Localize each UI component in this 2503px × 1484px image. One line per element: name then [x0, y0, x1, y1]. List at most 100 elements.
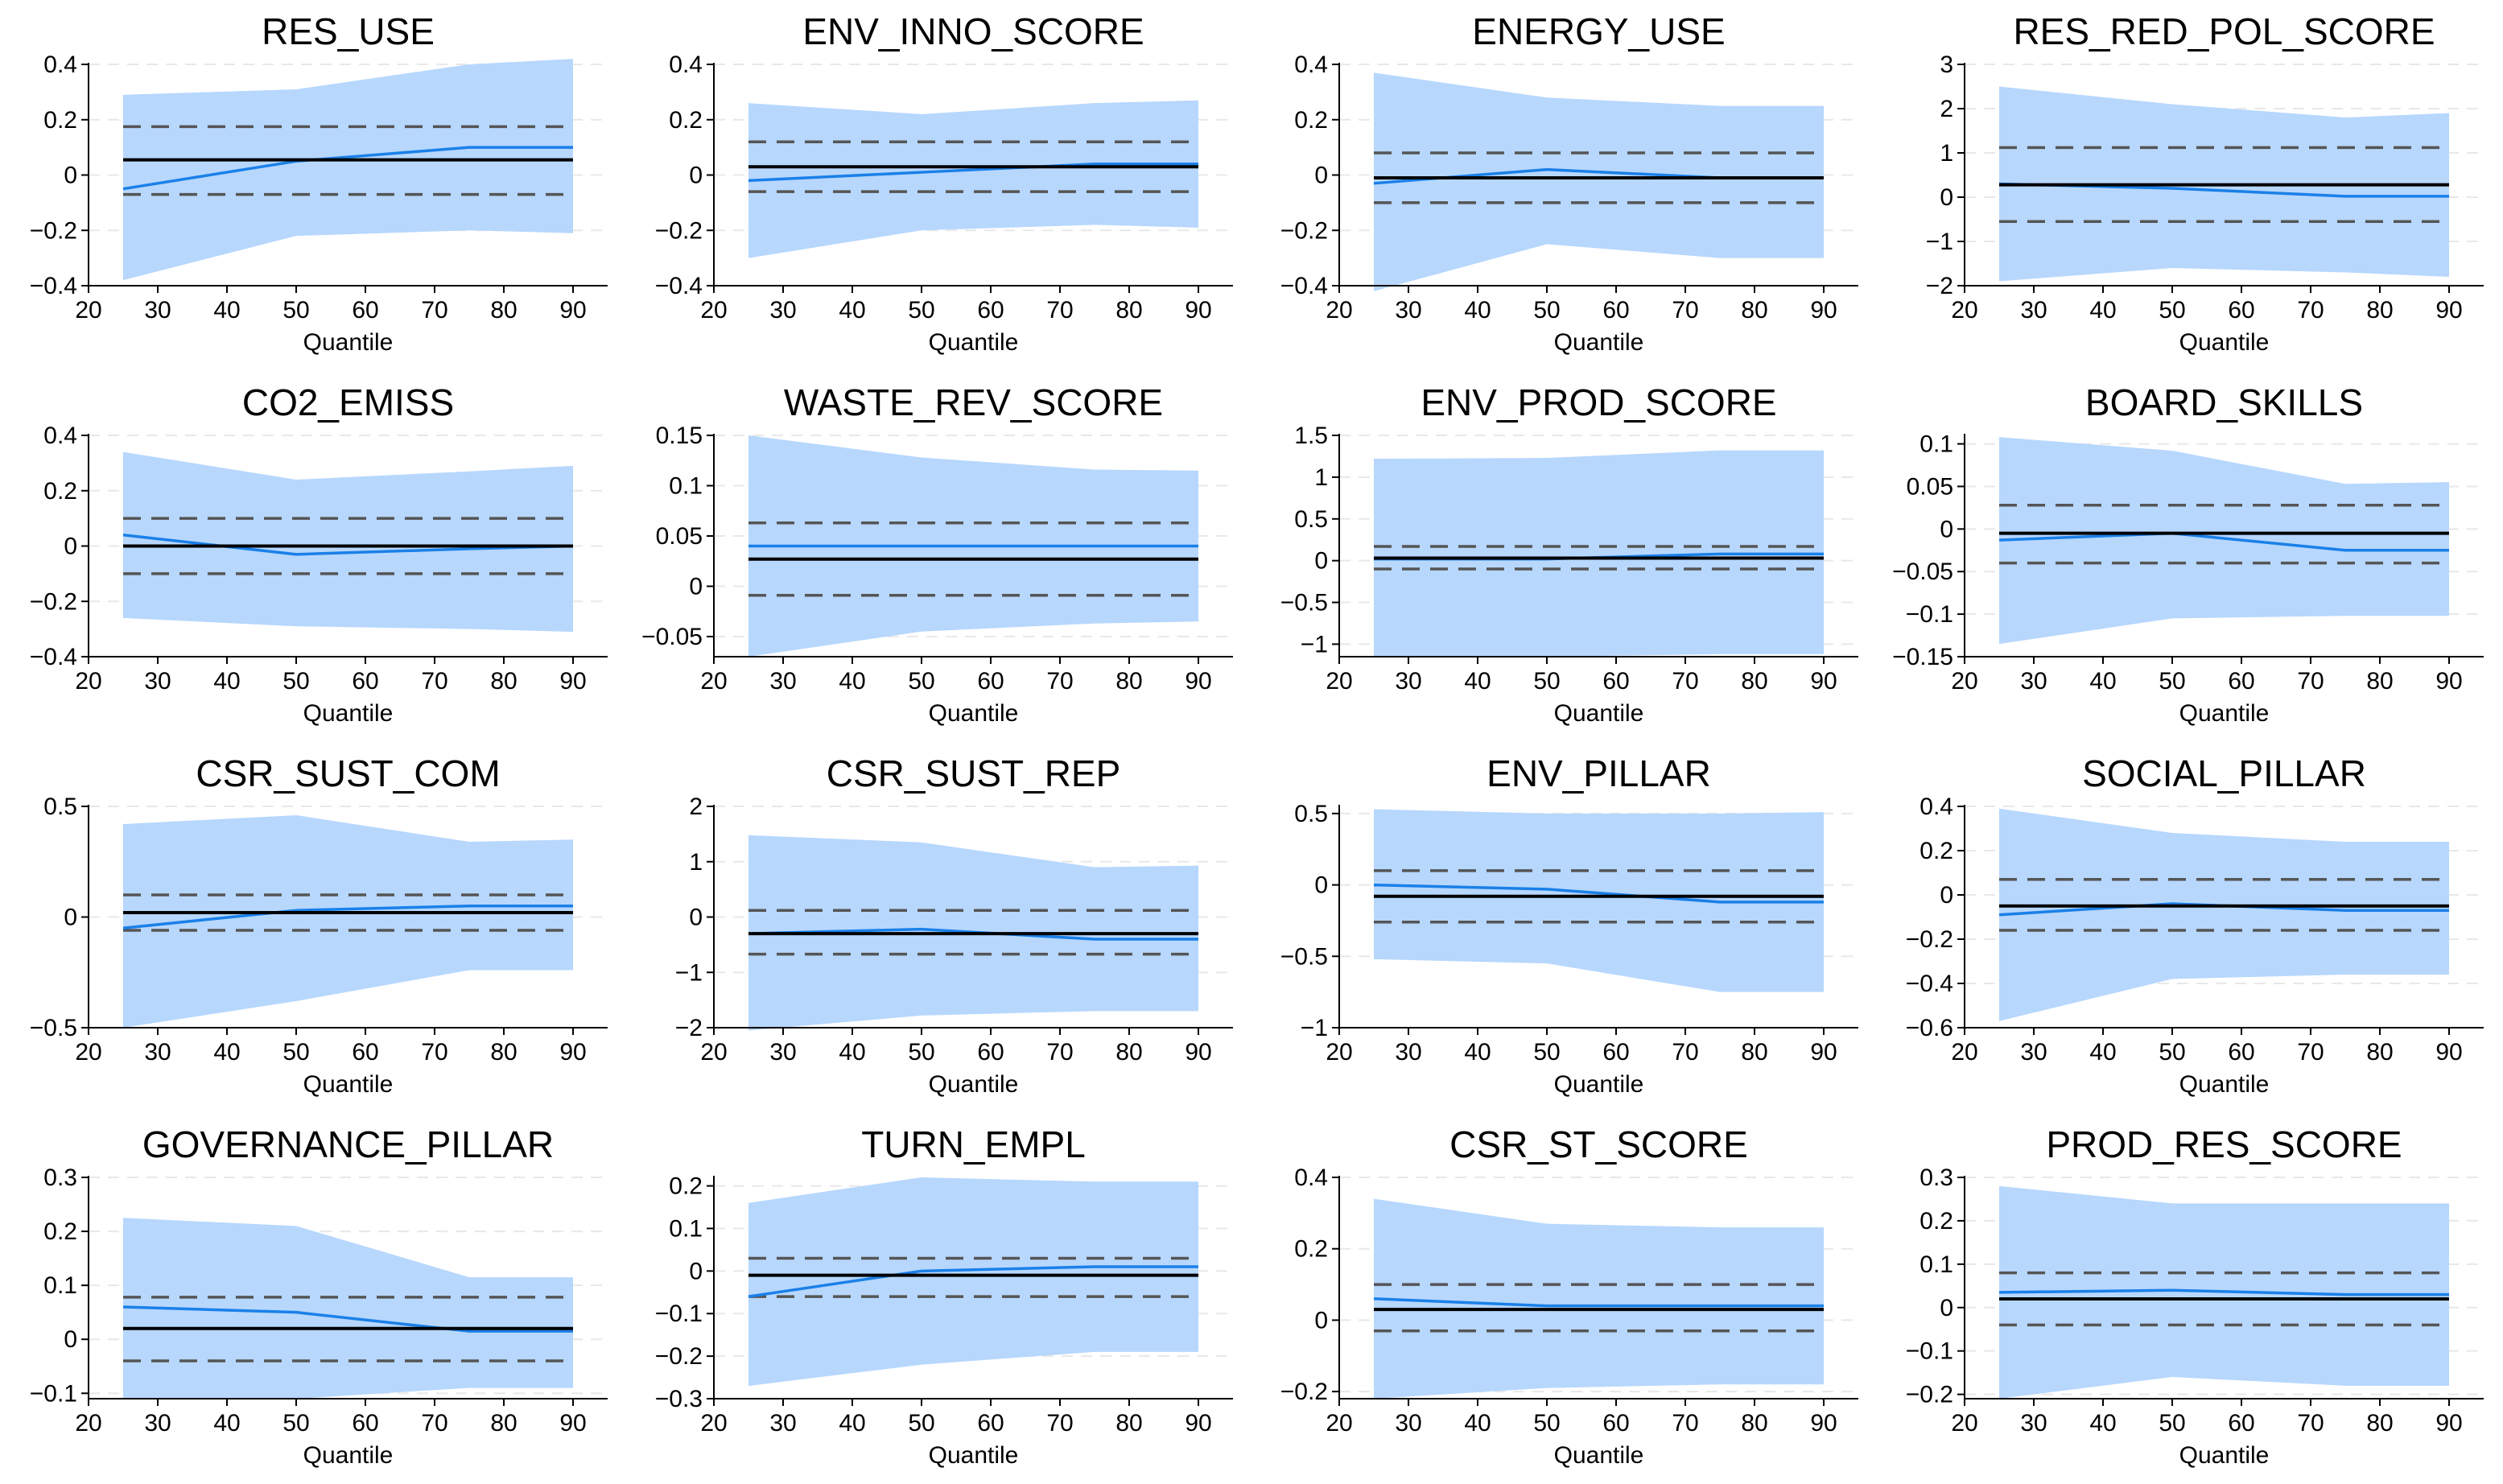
x-tick-label: 80	[2366, 297, 2393, 324]
chart-panel: −0.15 −0.1 −0.05 0 0.05 0.1 20 30 40 50 60 70 80 90 Qu…	[1876, 371, 2501, 742]
qr-estimate-line	[122, 1305, 573, 1333]
x-tick-label: 70	[1046, 1410, 1073, 1437]
x-tick-label: 40	[2089, 1039, 2116, 1066]
x-tick-label: 90	[2435, 1410, 2462, 1437]
x-axis-label: Quantile	[929, 329, 1019, 356]
y-tick-label: 0.3	[43, 1165, 77, 1191]
chart-svg: −0.4 −0.2 0 0.2 0.4 20 30 40 50 60 70 80 90 Quantile E…	[655, 10, 1233, 356]
chart-panel: −0.05 0 0.05 0.1 0.15 20 30 40 50 60 70 80 90 Quantil…	[625, 371, 1251, 742]
chart-panel: −0.6 −0.4 −0.2 0 0.2 0.4 20 30 40 50 60 70 80 90 Quant…	[1876, 742, 2501, 1113]
x-tick-label: 50	[908, 1410, 934, 1437]
chart-title: CO2_EMISS	[242, 381, 454, 423]
x-tick-label: 40	[1464, 668, 1491, 695]
x-tick-label: 90	[559, 1410, 586, 1437]
chart-title: BOARD_SKILLS	[2085, 381, 2363, 423]
x-tick-label: 90	[1185, 1410, 1211, 1437]
chart-title: SOCIAL_PILLAR	[2082, 752, 2366, 794]
y-tick-label: 0.2	[43, 1218, 77, 1245]
chart-svg: −0.2 0 0.2 0.4 20 30 40 50 60 70 80 90 Quantile CSR_S…	[1280, 1123, 1858, 1469]
x-tick-label: 60	[352, 668, 378, 695]
x-tick-label: 30	[769, 1039, 796, 1066]
confidence-band	[1374, 809, 1824, 992]
confidence-band	[1374, 1198, 1824, 1399]
y-tick-label: 3	[1940, 52, 1953, 78]
y-tick-label: 0	[1940, 184, 1953, 211]
qr-estimate-line	[122, 146, 573, 191]
y-tick-label: −0.6	[1906, 1015, 1953, 1041]
x-tick-label: 80	[1115, 1039, 1142, 1066]
y-tick-label: 0.1	[43, 1272, 77, 1299]
chart-panel: −0.4 −0.2 0 0.2 0.4 20 30 40 50 60 70 80 90 Quantile E…	[1251, 0, 1876, 371]
y-tick-label: 0.5	[43, 794, 77, 820]
y-tick-label: 1.5	[1294, 423, 1328, 449]
x-tick-label: 50	[282, 668, 309, 695]
y-tick-label: 0.1	[1920, 431, 1953, 458]
x-tick-label: 90	[1810, 297, 1837, 324]
x-tick-label: 30	[1395, 1039, 1421, 1066]
y-tick-label: 0.2	[1294, 1236, 1328, 1263]
y-tick-label: −1	[675, 959, 703, 986]
qr-estimate-line	[122, 905, 573, 930]
y-tick-label: 0	[64, 905, 77, 931]
y-tick-label: 2	[1940, 96, 1953, 122]
y-tick-label: −2	[1926, 273, 1953, 299]
y-tick-label: −0.1	[30, 1380, 77, 1407]
x-tick-label: 20	[75, 1039, 101, 1066]
confidence-band	[748, 100, 1198, 258]
y-tick-label: −0.4	[655, 273, 703, 299]
confidence-band	[123, 451, 573, 633]
x-tick-label: 60	[1602, 1039, 1629, 1066]
x-tick-label: 90	[2435, 1039, 2462, 1066]
y-tick-label: 1	[689, 849, 703, 876]
y-tick-label: −0.4	[30, 273, 77, 299]
x-axis-label: Quantile	[2179, 329, 2270, 356]
y-tick-label: 0.2	[43, 107, 77, 134]
x-tick-label: 60	[2228, 297, 2254, 324]
x-tick-label: 80	[490, 1410, 517, 1437]
x-axis-label: Quantile	[1554, 700, 1644, 727]
x-tick-label: 40	[839, 1410, 865, 1437]
y-tick-label: −0.1	[1906, 1338, 1953, 1365]
x-tick-label: 50	[2159, 1410, 2185, 1437]
chart-title: TURN_EMPL	[861, 1123, 1086, 1165]
x-tick-label: 70	[421, 668, 447, 695]
chart-title: CSR_SUST_COM	[196, 752, 500, 794]
qr-estimate-line	[1373, 1297, 1824, 1308]
x-tick-label: 80	[2366, 1410, 2393, 1437]
x-tick-label: 90	[1810, 1410, 1837, 1437]
chart-panel: −1 −0.5 0 0.5 1 1.5 20 30 40 50 60 70 80 90 Quantile EN…	[1251, 371, 1876, 742]
chart-panel: −1 −0.5 0 0.5 20 30 40 50 60 70 80 90 Quantile ENV_PI…	[1251, 742, 1876, 1113]
x-tick-label: 20	[1951, 1039, 1977, 1066]
y-tick-label: 0.4	[669, 52, 703, 78]
x-tick-label: 90	[559, 297, 586, 324]
x-tick-label: 60	[1602, 1410, 1629, 1437]
x-tick-label: 30	[144, 1039, 171, 1066]
x-tick-label: 70	[2297, 1410, 2324, 1437]
y-tick-label: 0	[689, 1258, 703, 1284]
x-tick-label: 40	[213, 1039, 240, 1066]
x-tick-label: 40	[839, 1039, 865, 1066]
chart-title: ENV_PILLAR	[1487, 752, 1711, 794]
chart-svg: −2 −1 0 1 2 3 20 30 40 50 60 70 80 90 Quantile RES_RED_…	[1926, 10, 2484, 356]
x-tick-label: 40	[2089, 1410, 2116, 1437]
y-tick-label: 0	[689, 163, 703, 189]
x-tick-label: 60	[977, 1410, 1004, 1437]
chart-svg: −0.15 −0.1 −0.05 0 0.05 0.1 20 30 40 50 60 70 80 90 Qu…	[1892, 381, 2484, 727]
x-tick-label: 50	[1533, 668, 1560, 695]
chart-svg: −0.6 −0.4 −0.2 0 0.2 0.4 20 30 40 50 60 70 80 90 Quant…	[1906, 752, 2484, 1098]
chart-panel: −2 −1 0 1 2 3 20 30 40 50 60 70 80 90 Quantile RES_RED_…	[1876, 0, 2501, 371]
y-tick-label: 0	[1940, 1295, 1953, 1321]
x-tick-label: 30	[769, 668, 796, 695]
y-tick-label: −0.5	[30, 1015, 77, 1041]
chart-panel: −0.2 0 0.2 0.4 20 30 40 50 60 70 80 90 Quantile CSR_S…	[1251, 1113, 1876, 1484]
y-tick-label: −0.4	[1280, 273, 1328, 299]
x-tick-label: 80	[490, 297, 517, 324]
x-tick-label: 20	[75, 297, 101, 324]
x-axis-label: Quantile	[929, 1442, 1019, 1469]
y-tick-label: 0.05	[656, 523, 703, 550]
chart-svg: −0.4 −0.2 0 0.2 0.4 20 30 40 50 60 70 80 90 Quantile E…	[1280, 10, 1858, 356]
y-tick-label: 0	[64, 1326, 77, 1353]
x-tick-label: 80	[1115, 297, 1142, 324]
confidence-band	[1374, 72, 1824, 291]
y-tick-label: 0.4	[43, 423, 77, 449]
